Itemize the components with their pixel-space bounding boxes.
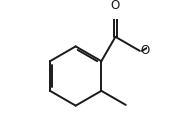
Text: O: O	[140, 44, 150, 57]
Text: O: O	[111, 0, 120, 12]
